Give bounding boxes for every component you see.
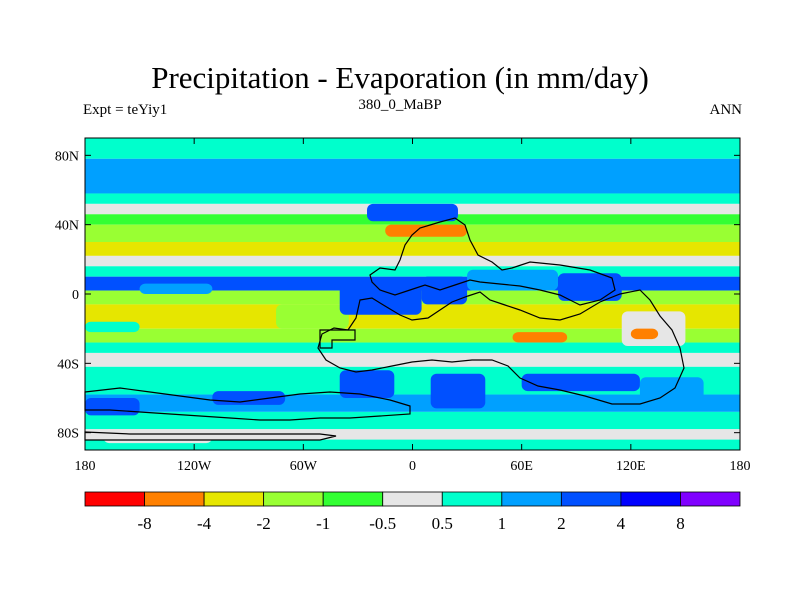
- season-label: ANN: [709, 102, 743, 118]
- zonal-band-17: [85, 411, 740, 430]
- colorbar-swatch-7: [501, 491, 562, 507]
- x-tick-label-0: 180: [75, 459, 96, 474]
- y-tick-label-3: 40S: [57, 357, 79, 372]
- zonal-band-18: [85, 429, 740, 440]
- map-fill-layer: [85, 138, 740, 450]
- zonal-band-8: [85, 266, 740, 277]
- field-patch-4: [385, 224, 468, 237]
- field-patch-6: [421, 276, 468, 305]
- x-tick-label-5: 120E: [616, 459, 646, 474]
- field-patch-3: [367, 203, 458, 222]
- chart-title: Precipitation - Evaporation (in mm/day): [151, 60, 649, 95]
- zonal-band-2: [85, 193, 740, 204]
- zonal-band-7: [85, 255, 740, 267]
- southern-shelf-outline: [84, 387, 411, 421]
- colorbar-swatch-4: [322, 491, 384, 507]
- field-patch-7: [467, 269, 559, 291]
- field-patch-2: [139, 283, 213, 294]
- zonal-band-12: [85, 328, 740, 343]
- colorbar-swatch-1: [144, 491, 205, 507]
- colorbar-label-7: 2: [557, 514, 566, 533]
- x-tick-label-2: 60W: [290, 459, 318, 474]
- colorbar-swatch-2: [203, 491, 265, 507]
- colorbar-label-2: -2: [257, 514, 271, 533]
- colorbar-label-5: 0.5: [432, 514, 453, 533]
- continent-outline-south: [317, 289, 685, 405]
- colorbar-label-1: -4: [197, 514, 212, 533]
- continent-outline-north: [369, 217, 616, 306]
- x-tick-label-6: 180: [730, 459, 751, 474]
- y-tick-label-1: 40N: [55, 219, 79, 234]
- colorbar-label-3: -1: [316, 514, 330, 533]
- field-patch-1: [85, 321, 140, 333]
- field-patch-8: [558, 273, 622, 301]
- colorbar-swatch-0: [84, 491, 145, 507]
- colorbar-swatch-5: [382, 491, 443, 507]
- field-patch-0: [276, 304, 349, 329]
- zonal-band-6: [85, 242, 740, 256]
- field-patch-12: [339, 370, 395, 398]
- colorbar-swatch-9: [620, 491, 681, 507]
- period-label: 380_0_MaBP: [358, 97, 442, 113]
- field-patch-10: [512, 332, 568, 343]
- field-patch-17: [85, 398, 140, 416]
- y-tick-label-0: 80N: [55, 149, 79, 164]
- colorbar-label-6: 1: [498, 514, 507, 533]
- field-patch-15: [639, 377, 704, 402]
- zonal-band-1: [85, 158, 740, 194]
- field-patch-9: [621, 311, 686, 346]
- colorbar-swatch-6: [441, 491, 503, 507]
- zonal-band-0: [85, 138, 740, 159]
- field-patch-18: [103, 429, 213, 444]
- experiment-label: Expt = teYiy1: [83, 102, 168, 118]
- field-patch-11: [630, 328, 659, 340]
- x-tick-label-3: 0: [409, 459, 416, 474]
- zonal-band-14: [85, 352, 740, 367]
- field-patch-14: [521, 373, 640, 392]
- axes-layer: 180 120W 60W 0 60E 120E 180 80N 40N 0 40S 80S: [55, 138, 751, 474]
- island-outline: [319, 329, 356, 349]
- field-patch-13: [430, 373, 486, 409]
- colorbar-label-4: -0.5: [369, 514, 396, 533]
- y-tick-label-2: 0: [72, 288, 79, 303]
- coastline-layer: [84, 217, 685, 441]
- antarctic-shelf-outline: [84, 431, 337, 441]
- colorbar-label-9: 8: [676, 514, 685, 533]
- colorbar-swatch-3: [263, 491, 324, 507]
- colorbar-label-0: -8: [137, 514, 151, 533]
- colorbar-label-8: 4: [617, 514, 626, 533]
- x-tick-label-1: 120W: [177, 459, 212, 474]
- x-tick-label-4: 60E: [510, 459, 533, 474]
- colorbar: -8 -4 -2 -1 -0.5 0.5 1 2 4 8: [84, 491, 741, 533]
- zonal-band-13: [85, 342, 740, 353]
- field-patch-5: [339, 283, 422, 315]
- colorbar-swatch-8: [560, 491, 622, 507]
- y-tick-label-4: 80S: [57, 427, 79, 442]
- colorbar-swatch-10: [680, 491, 741, 507]
